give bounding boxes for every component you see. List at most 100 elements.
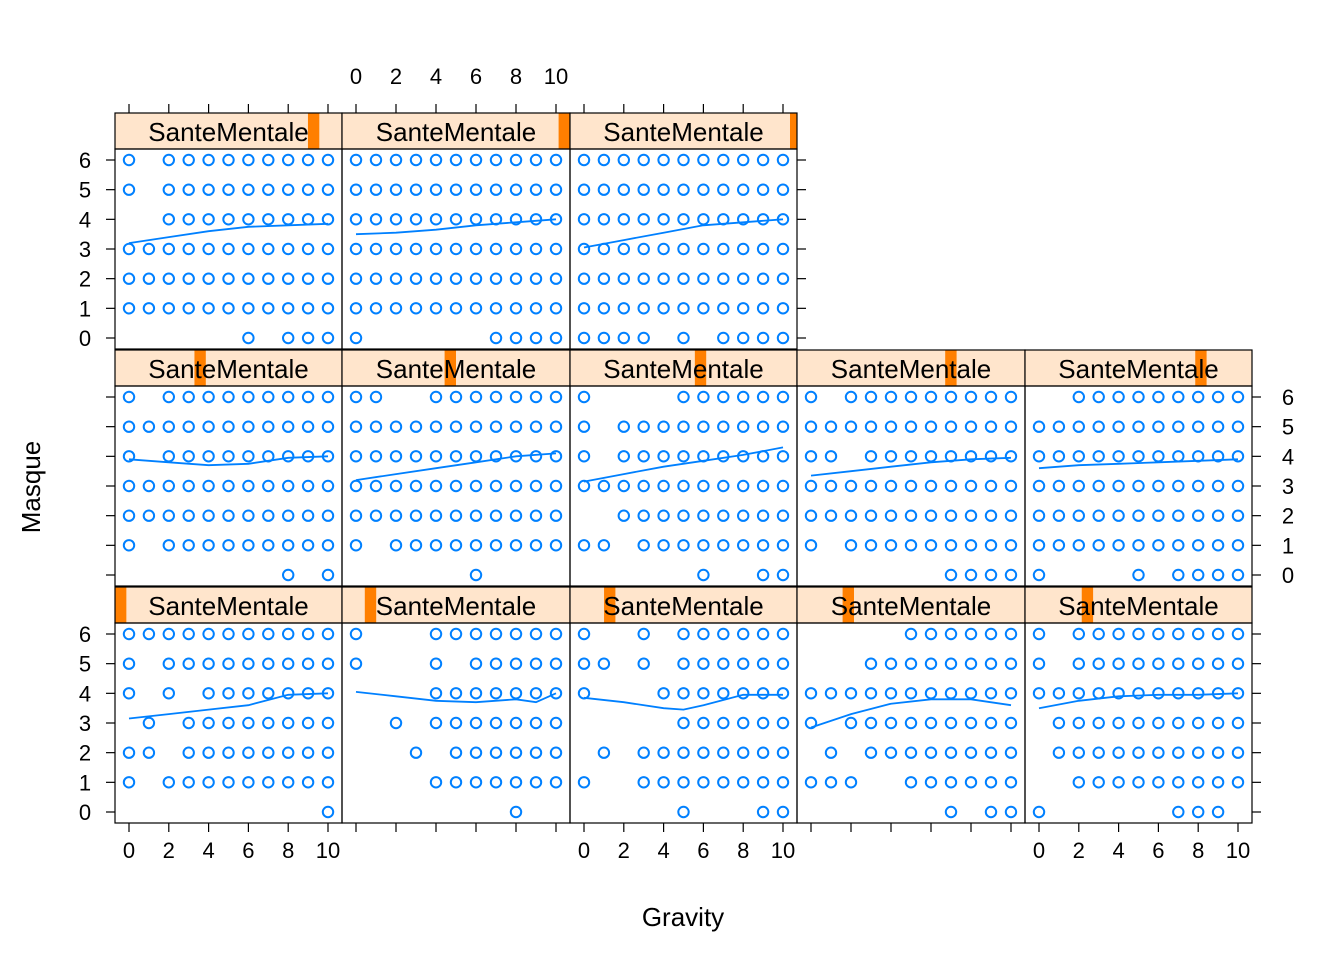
data-point — [697, 302, 710, 315]
data-point — [776, 716, 790, 730]
data-point — [924, 716, 938, 730]
data-point — [162, 539, 176, 552]
data-point — [776, 657, 790, 670]
data-point — [301, 479, 315, 493]
data-point — [924, 420, 938, 433]
smooth-line — [1038, 692, 1239, 710]
data-point — [844, 716, 858, 730]
data-point — [301, 183, 315, 196]
data-point — [162, 776, 176, 789]
y-tick-label: 2 — [79, 267, 91, 292]
data-point — [469, 716, 483, 730]
data-point — [242, 687, 255, 700]
shingle-marker — [790, 113, 797, 149]
shingle-marker — [194, 350, 206, 386]
data-point — [469, 213, 483, 226]
data-point — [282, 716, 295, 730]
data-point — [1072, 687, 1086, 700]
data-point — [549, 687, 563, 700]
data-point — [509, 242, 523, 256]
data-point — [242, 390, 255, 404]
data-point — [904, 687, 918, 700]
data-point — [776, 805, 790, 819]
data-point — [756, 776, 770, 789]
data-point — [597, 302, 611, 315]
strip-background — [342, 113, 570, 149]
data-point — [529, 479, 543, 493]
data-point — [182, 183, 195, 196]
data-point — [844, 776, 858, 789]
data-point — [717, 331, 730, 345]
data-point — [1172, 509, 1185, 522]
smooth-line — [810, 456, 1012, 477]
data-point — [1192, 479, 1205, 493]
data-point — [1092, 390, 1105, 404]
data-point — [301, 302, 315, 315]
data-point — [884, 509, 898, 522]
data-point — [162, 272, 176, 285]
data-point — [1004, 509, 1018, 522]
data-point — [1172, 568, 1185, 582]
data-point — [1231, 539, 1245, 552]
data-point — [449, 242, 463, 256]
data-point — [282, 627, 295, 641]
data-point — [409, 153, 423, 167]
data-point — [697, 390, 710, 404]
data-point — [549, 509, 563, 522]
data-point — [904, 539, 918, 552]
data-point — [242, 450, 255, 463]
data-point — [697, 776, 710, 789]
y-tick-label: 3 — [1282, 474, 1294, 499]
data-point — [756, 539, 770, 552]
data-point — [122, 390, 136, 404]
data-point — [677, 479, 690, 493]
data-point — [1112, 390, 1125, 404]
data-point — [1072, 716, 1086, 730]
data-point — [984, 568, 998, 582]
data-point — [737, 716, 750, 730]
data-point — [202, 687, 215, 700]
data-point — [964, 479, 978, 493]
data-point — [1072, 420, 1086, 433]
data-point — [737, 479, 750, 493]
data-point — [1072, 746, 1086, 759]
y-tick-label: 1 — [79, 296, 91, 321]
strip-label: SanteMentale — [148, 354, 308, 384]
data-point — [1172, 687, 1185, 700]
panel: SanteMentale — [341, 586, 571, 824]
data-point — [1052, 687, 1066, 700]
data-point — [282, 657, 295, 670]
data-point — [282, 302, 295, 315]
data-point — [349, 242, 363, 256]
smooth-line — [583, 693, 783, 711]
data-point — [944, 509, 958, 522]
data-point — [637, 302, 650, 315]
data-point — [429, 479, 443, 493]
data-point — [1052, 450, 1066, 463]
data-point — [1172, 539, 1185, 552]
data-point — [122, 272, 136, 285]
data-point — [262, 687, 275, 700]
data-point — [1052, 420, 1066, 433]
x-tick-label: 6 — [470, 64, 482, 89]
data-point — [262, 242, 275, 256]
data-point — [1112, 687, 1125, 700]
y-tick-label: 0 — [79, 326, 91, 351]
data-point — [717, 687, 730, 700]
data-point — [756, 183, 770, 196]
data-point — [469, 183, 483, 196]
data-point — [756, 242, 770, 256]
data-point — [262, 183, 275, 196]
shingle-marker — [694, 350, 707, 386]
data-point — [321, 420, 335, 433]
data-point — [449, 539, 463, 552]
data-point — [1092, 509, 1105, 522]
data-point — [389, 183, 403, 196]
strip-label: SanteMentale — [376, 354, 536, 384]
data-point — [776, 746, 790, 759]
data-point — [1152, 687, 1165, 700]
data-point — [262, 627, 275, 641]
data-point — [597, 213, 611, 226]
data-point — [717, 183, 730, 196]
data-point — [202, 272, 215, 285]
